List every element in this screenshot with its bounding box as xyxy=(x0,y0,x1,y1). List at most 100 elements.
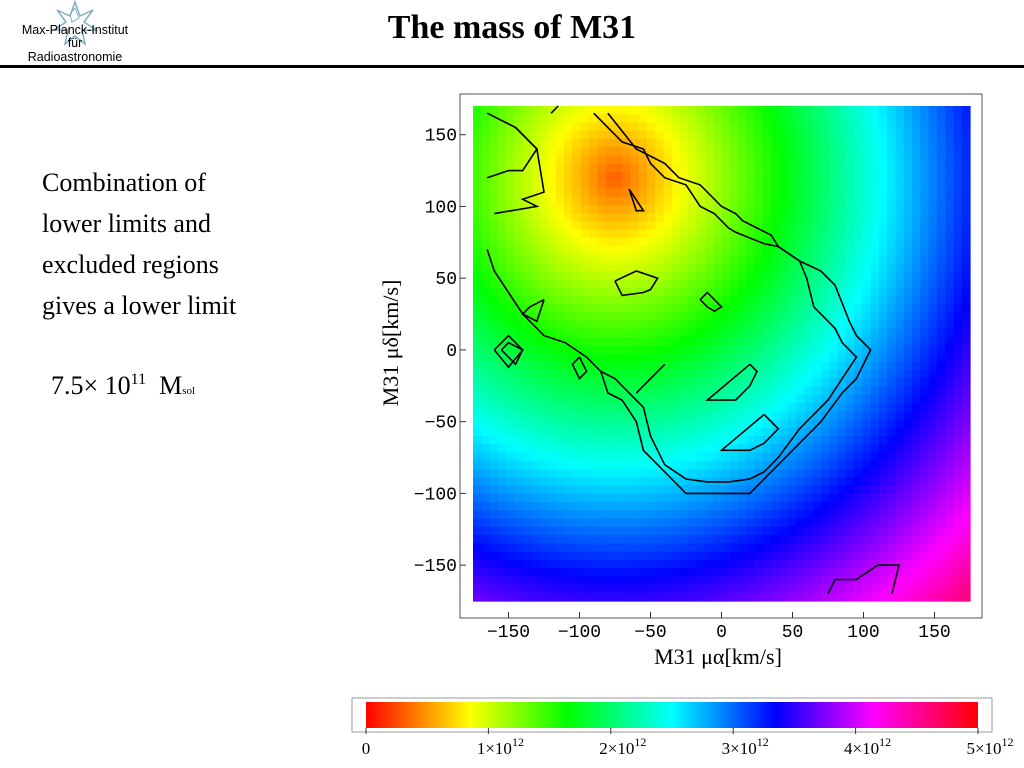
heatmap-cell xyxy=(572,304,582,313)
heatmap-cell xyxy=(754,444,764,454)
heatmap-cell xyxy=(936,295,946,305)
heatmap-cell xyxy=(961,493,971,503)
heatmap-cell xyxy=(953,427,963,437)
heatmap-cell xyxy=(820,436,830,445)
heatmap-cell xyxy=(547,130,557,140)
heatmap-cell xyxy=(580,130,590,140)
heatmap-cell xyxy=(572,271,582,280)
heatmap-cell xyxy=(887,353,897,363)
heatmap-cell xyxy=(887,370,897,379)
heatmap-cell xyxy=(605,452,615,462)
heatmap-cell xyxy=(497,312,507,322)
heatmap-cell xyxy=(663,139,673,148)
heatmap-cell xyxy=(481,551,491,561)
heatmap-cell xyxy=(680,592,689,602)
heatmap-cell xyxy=(473,444,482,454)
heatmap-cell xyxy=(829,312,839,322)
heatmap-cell xyxy=(912,337,921,346)
heatmap-cell xyxy=(895,295,905,305)
heatmap-cell xyxy=(646,411,656,421)
heatmap-cell xyxy=(721,122,731,132)
heatmap-cell xyxy=(564,518,573,528)
heatmap-cell xyxy=(845,246,855,256)
heatmap-cell xyxy=(572,386,582,396)
heatmap-cell xyxy=(754,493,764,503)
heatmap-cell xyxy=(506,485,516,495)
heatmap-cell xyxy=(762,337,772,346)
heatmap-cell xyxy=(572,510,582,520)
heatmap-cell xyxy=(936,526,946,536)
heatmap-cell xyxy=(721,345,731,355)
heatmap-cell xyxy=(870,155,880,165)
heatmap-cell xyxy=(936,345,946,355)
heatmap-cell xyxy=(522,122,532,132)
heatmap-cell xyxy=(605,370,615,379)
heatmap-cell xyxy=(887,130,897,140)
heatmap-cell xyxy=(588,106,598,115)
heatmap-cell xyxy=(613,238,623,247)
heatmap-cell xyxy=(746,427,756,437)
heatmap-cell xyxy=(522,147,532,157)
heatmap-cell xyxy=(746,106,756,115)
heatmap-cell xyxy=(936,180,946,190)
heatmap-cell xyxy=(771,345,781,355)
heatmap-cell xyxy=(564,526,573,536)
heatmap-cell xyxy=(895,262,905,272)
heatmap-cell xyxy=(688,518,698,528)
heatmap-cell xyxy=(473,213,482,223)
heatmap-cell xyxy=(638,312,648,322)
heatmap-cell xyxy=(837,196,847,206)
heatmap-cell xyxy=(903,559,913,569)
heatmap-cell xyxy=(588,526,598,536)
mass-contour-plot: −150 −100 −50 0 50 100 150 −150−100−5005010015… xyxy=(360,80,1000,680)
heatmap-cell xyxy=(837,147,847,157)
heatmap-cell xyxy=(688,493,698,503)
heatmap-cell xyxy=(738,221,747,231)
heatmap-cell xyxy=(530,370,540,379)
heatmap-cell xyxy=(820,279,830,289)
heatmap-cell xyxy=(762,592,772,602)
heatmap-cell xyxy=(597,427,607,437)
heatmap-cell xyxy=(936,535,946,544)
heatmap-cell xyxy=(961,403,971,412)
heatmap-cell xyxy=(655,163,665,173)
heatmap-cell xyxy=(688,163,698,173)
heatmap-cell xyxy=(473,172,482,181)
heatmap-cell xyxy=(680,238,689,247)
heatmap-cell xyxy=(572,155,582,165)
heatmap-cell xyxy=(630,279,640,289)
heatmap-cell xyxy=(729,262,739,272)
heatmap-cell xyxy=(572,229,582,239)
heatmap-cell xyxy=(779,477,789,487)
heatmap-cell xyxy=(912,551,921,561)
heatmap-cell xyxy=(912,394,921,404)
heatmap-cell xyxy=(779,559,789,569)
heatmap-cell xyxy=(812,122,822,132)
heatmap-cell xyxy=(845,485,855,495)
heatmap-cell xyxy=(646,279,656,289)
heatmap-cell xyxy=(895,320,905,330)
heatmap-cell xyxy=(771,576,781,586)
heatmap-cell xyxy=(713,361,723,371)
heatmap-cell xyxy=(936,493,946,503)
heatmap-cell xyxy=(928,295,938,305)
heatmap-cell xyxy=(564,287,573,297)
heatmap-cell xyxy=(547,163,557,173)
heatmap-cell xyxy=(845,584,855,594)
heatmap-cell xyxy=(953,559,963,569)
heatmap-cell xyxy=(936,592,946,602)
heatmap-cell xyxy=(738,271,747,280)
heatmap-cell xyxy=(622,147,631,157)
heatmap-cell xyxy=(787,403,797,412)
heatmap-cell xyxy=(796,229,805,239)
heatmap-cell xyxy=(796,271,805,280)
heatmap-cell xyxy=(655,229,665,239)
heatmap-cell xyxy=(903,394,913,404)
heatmap-cell xyxy=(754,353,764,363)
heatmap-cell xyxy=(713,485,723,495)
heatmap-cell xyxy=(787,535,797,544)
heatmap-cell xyxy=(804,419,814,429)
heatmap-cell xyxy=(638,196,648,206)
heatmap-cell xyxy=(878,229,888,239)
heatmap-cell xyxy=(688,328,698,338)
